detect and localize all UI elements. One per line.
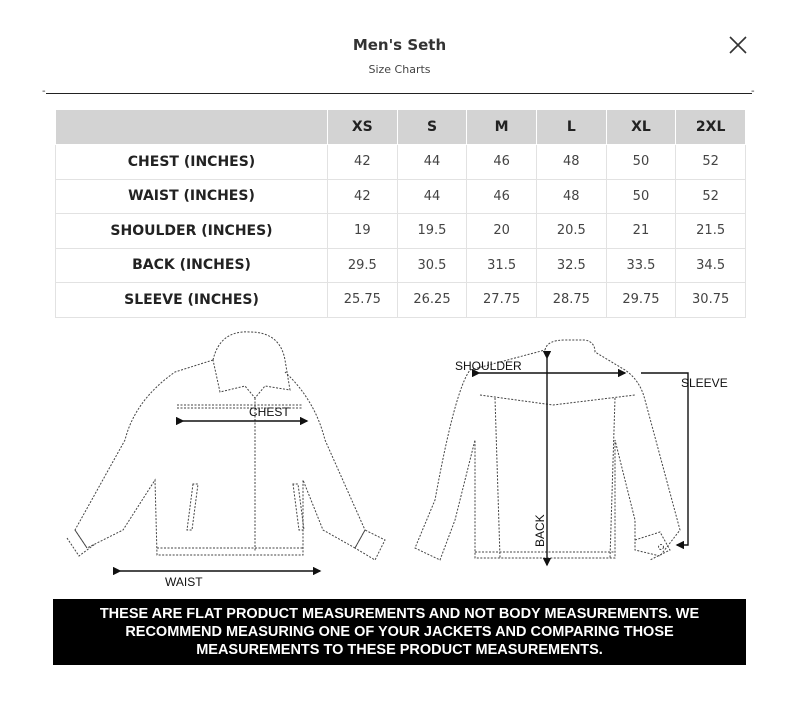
measurement-cell: 25.75 [327, 282, 398, 318]
measurement-cell: 21.5 [675, 213, 746, 249]
measurement-cell: 31.5 [466, 247, 537, 283]
header-blank [55, 109, 328, 145]
row-label: CHEST (INCHES) [55, 144, 328, 180]
measurement-cell: 52 [675, 144, 746, 180]
close-icon[interactable] [727, 34, 749, 56]
jacket-front-outline [66, 331, 681, 561]
measurement-cell: 28.75 [535, 282, 607, 318]
column-header: L [535, 109, 607, 145]
measurement-cell: 30.5 [396, 247, 468, 283]
measurement-cell: 46 [466, 144, 537, 180]
modal-title: Men's Seth [352, 36, 447, 54]
row-label: BACK (INCHES) [55, 247, 328, 283]
column-header: S [396, 109, 468, 145]
divider-mark: - [751, 86, 755, 97]
measurement-cell: 34.5 [675, 247, 746, 283]
divider-mark: - [42, 86, 46, 97]
measurement-arrows [113, 351, 689, 576]
measurement-cell: 46 [466, 178, 537, 214]
table-row: WAIST (INCHES) 42 44 46 48 50 52 [55, 178, 746, 214]
sleeve-label: SLEEVE [681, 376, 728, 390]
table-header-row: XS S M L XL 2XL [55, 109, 746, 145]
measurement-cell: 30.75 [675, 282, 746, 318]
measurement-cell: 20 [466, 213, 537, 249]
chest-label: CHEST [249, 405, 290, 419]
measurement-cell: 44 [396, 144, 468, 180]
measurement-cell: 42 [327, 144, 398, 180]
table-row: BACK (INCHES) 29.5 30.5 31.5 32.5 33.5 34.5 [55, 247, 746, 283]
measurement-cell: 32.5 [535, 247, 607, 283]
divider [46, 93, 752, 94]
measurement-cell: 48 [535, 144, 607, 180]
measurement-cell: 52 [675, 178, 746, 214]
measurement-cell: 20.5 [535, 213, 607, 249]
table-row: CHEST (INCHES) 42 44 46 48 50 52 [55, 144, 746, 180]
waist-label: WAIST [165, 575, 203, 589]
measurement-cell: 33.5 [605, 247, 677, 283]
column-header: 2XL [675, 109, 746, 145]
measurement-cell: 19.5 [396, 213, 468, 249]
measurement-cell: 50 [605, 144, 677, 180]
jacket-measurement-diagram: CHEST WAIST SHOULDER SLEEVE BACK [66, 331, 728, 589]
measurement-cell: 50 [605, 178, 677, 214]
row-label: SLEEVE (INCHES) [55, 282, 328, 318]
measurement-cell: 26.25 [396, 282, 468, 318]
measurement-cell: 48 [535, 178, 607, 214]
column-header: M [466, 109, 537, 145]
measurement-cell: 44 [396, 178, 468, 214]
measurement-cell: 42 [327, 178, 398, 214]
measurement-cell: 21 [605, 213, 677, 249]
size-chart-table: XS S M L XL 2XL CHEST (INCHES) 42 44 46 48 50… [55, 109, 746, 318]
shoulder-label: SHOULDER [455, 359, 522, 373]
measurement-notice: THESE ARE FLAT PRODUCT MEASUREMENTS AND … [53, 599, 746, 665]
row-label: SHOULDER (INCHES) [55, 213, 328, 249]
measurement-cell: 19 [327, 213, 398, 249]
modal-subtitle: Size Charts [368, 63, 431, 76]
table-row: SLEEVE (INCHES) 25.75 26.25 27.75 28.75 29.75… [55, 282, 746, 318]
table-row: SHOULDER (INCHES) 19 19.5 20 20.5 21 21.5 [55, 213, 746, 249]
measurement-cell: 27.75 [466, 282, 537, 318]
measurement-cell: 29.5 [327, 247, 398, 283]
measurement-cell: 29.75 [605, 282, 677, 318]
column-header: XS [327, 109, 398, 145]
column-header: XL [605, 109, 677, 145]
back-label: BACK [533, 514, 547, 547]
row-label: WAIST (INCHES) [55, 178, 328, 214]
